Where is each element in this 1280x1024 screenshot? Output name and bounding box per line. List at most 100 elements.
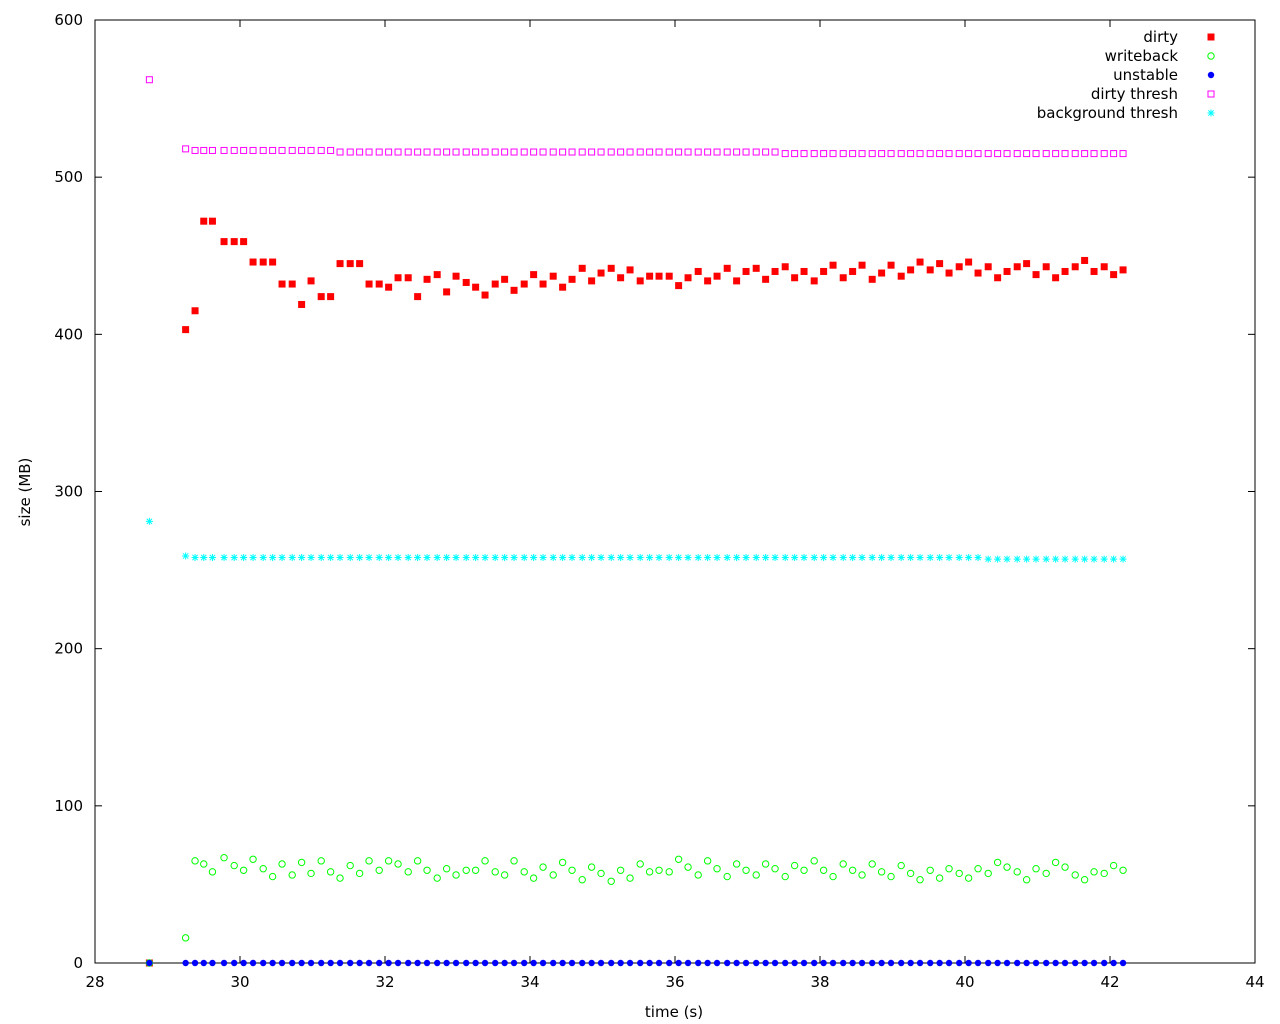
data-point — [927, 959, 934, 967]
data-point — [481, 857, 489, 865]
x-tick-label: 40 — [955, 973, 974, 991]
legend-label: writeback — [1105, 47, 1179, 65]
data-point — [645, 868, 654, 876]
data-point — [936, 959, 943, 967]
data-point — [655, 148, 663, 156]
x-tick-label: 28 — [85, 973, 104, 991]
data-point — [1119, 150, 1127, 158]
data-point — [549, 272, 557, 280]
data-point — [327, 293, 335, 301]
data-point — [588, 959, 595, 967]
data-point — [145, 76, 153, 84]
data-point — [239, 866, 248, 874]
data-point — [655, 959, 663, 967]
data-point — [355, 869, 364, 878]
data-point — [568, 148, 576, 156]
data-point — [1052, 555, 1060, 563]
data-point — [539, 148, 547, 156]
data-point — [404, 868, 412, 876]
data-point — [260, 959, 267, 967]
data-point — [684, 863, 692, 871]
data-point — [307, 146, 315, 154]
data-point — [240, 959, 247, 967]
data-point — [732, 860, 741, 868]
data-point — [568, 275, 576, 283]
data-point — [191, 307, 199, 315]
data-point — [530, 148, 538, 156]
data-point — [713, 272, 721, 280]
data-point — [501, 959, 508, 967]
data-point — [684, 554, 692, 562]
data-point — [724, 959, 731, 967]
data-point — [278, 959, 286, 967]
data-point — [347, 959, 354, 967]
data-point — [1080, 876, 1089, 884]
data-point — [637, 959, 644, 967]
data-point — [249, 855, 257, 863]
data-point — [694, 554, 702, 562]
data-point — [462, 278, 470, 286]
data-point — [984, 869, 992, 878]
data-point — [568, 959, 576, 967]
data-point — [936, 260, 944, 268]
data-point — [1061, 863, 1069, 871]
data-point — [666, 959, 673, 967]
data-point — [607, 554, 615, 562]
data-point — [674, 855, 683, 863]
series-dirty-thresh — [145, 76, 1127, 158]
data-point — [1071, 263, 1079, 271]
data-point — [945, 269, 953, 277]
data-point — [945, 554, 953, 562]
data-point — [317, 293, 325, 301]
data-point — [249, 554, 257, 562]
data-point — [965, 258, 973, 266]
data-point — [510, 554, 518, 562]
legend-label: background thresh — [1037, 104, 1178, 122]
data-point — [1032, 150, 1040, 158]
data-point — [433, 148, 441, 156]
data-point — [1100, 263, 1108, 271]
y-tick-label: 500 — [54, 168, 83, 186]
data-point — [520, 148, 528, 156]
data-point — [520, 868, 528, 876]
legend-label: dirty — [1143, 28, 1178, 46]
data-point — [1071, 150, 1079, 158]
data-point — [800, 959, 808, 967]
data-point — [985, 959, 992, 967]
data-point — [704, 959, 711, 967]
data-point — [220, 853, 228, 862]
data-point — [472, 554, 480, 562]
data-point — [665, 554, 673, 562]
data-point — [249, 258, 257, 266]
data-point — [307, 869, 315, 878]
data-point — [240, 554, 248, 562]
data-point — [974, 959, 982, 967]
data-point — [443, 148, 451, 156]
data-point — [945, 959, 953, 967]
data-point — [1119, 266, 1127, 274]
data-point — [1023, 555, 1031, 563]
data-point — [955, 150, 963, 158]
data-point — [907, 266, 915, 274]
data-point — [626, 959, 634, 967]
data-point — [1100, 869, 1108, 878]
data-point — [811, 959, 818, 967]
data-point — [819, 866, 828, 874]
data-point — [839, 860, 847, 868]
data-point — [327, 554, 335, 562]
data-point — [820, 150, 828, 158]
data-point — [146, 959, 153, 967]
data-point — [1032, 865, 1040, 873]
data-point — [1013, 150, 1021, 158]
data-point — [278, 280, 286, 288]
data-point — [1023, 959, 1030, 967]
data-point — [742, 267, 750, 275]
data-point — [208, 146, 216, 154]
data-point — [1090, 959, 1098, 967]
x-tick-label: 44 — [1245, 973, 1264, 991]
data-point — [626, 266, 634, 274]
data-point — [926, 150, 934, 158]
data-point — [829, 554, 837, 562]
data-point — [1042, 150, 1050, 158]
